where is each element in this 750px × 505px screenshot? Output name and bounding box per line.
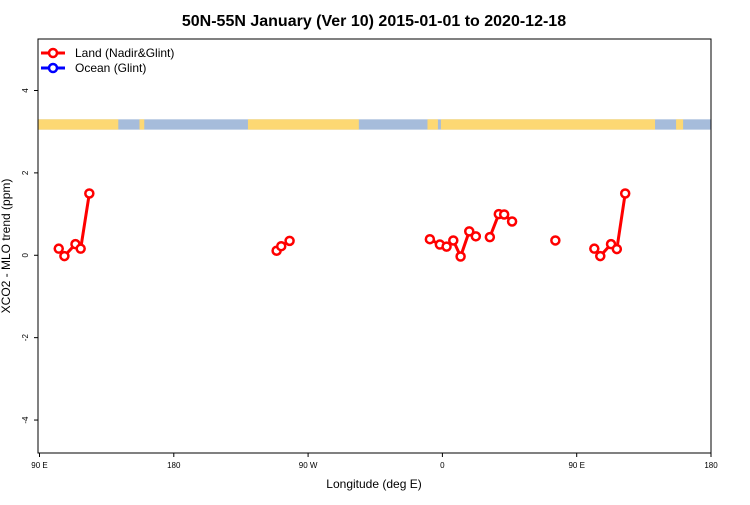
data-point [53,243,64,254]
chart-title: 50N-55N January (Ver 10) 2015-01-01 to 2… [182,13,566,30]
data-point [275,240,287,252]
data-point [484,231,496,243]
legend-label: Ocean (Glint) [75,61,146,75]
data-point [84,188,95,199]
data-point [595,250,606,262]
x-axis: 90 E 180 90 W 0 90 E 180 [31,452,718,470]
land-band [440,119,656,130]
data-point [589,243,600,254]
x-tick-label: 90 W [299,461,318,470]
data-point [506,216,518,227]
y-axis-label: XCO2 - MLO trend (ppm) [0,179,13,314]
x-tick-label: 180 [704,461,718,470]
x-tick-label: 90 E [568,461,584,470]
y-tick-label: 2 [21,170,30,175]
y-tick-label: 4 [21,88,30,93]
land-band [247,119,359,130]
data-point [611,243,623,255]
legend-marker [47,62,59,74]
data-point [470,231,482,242]
data-point [75,243,86,254]
legend: Land (Nadir&Glint)Ocean (Glint) [41,46,174,75]
ocean-band [38,119,711,130]
y-tick-label: -4 [21,416,30,424]
land-band [676,119,684,130]
y-tick-label: 0 [21,252,30,257]
data-point [441,241,452,252]
data-point [424,233,436,245]
data-point [550,235,561,246]
legend-label: Land (Nadir&Glint) [75,46,174,60]
data-point [448,235,459,246]
y-axis: -4 -2 0 2 4 [21,88,38,424]
x-axis-label: Longitude (deg E) [326,477,421,491]
map-strip [38,119,711,130]
data-point [498,209,510,220]
data-point [464,226,475,237]
land-band [139,119,145,130]
series-layer [53,188,631,262]
data-point [284,235,295,247]
legend-marker [47,47,59,59]
data-point [455,251,466,262]
x-tick-label: 180 [167,461,181,470]
data-point [619,188,631,199]
land-band [427,119,438,130]
data-point [59,250,70,262]
x-tick-label: 0 [440,461,445,470]
y-tick-label: -2 [21,334,30,342]
land-band [38,119,119,130]
x-tick-label: 90 E [31,461,47,470]
